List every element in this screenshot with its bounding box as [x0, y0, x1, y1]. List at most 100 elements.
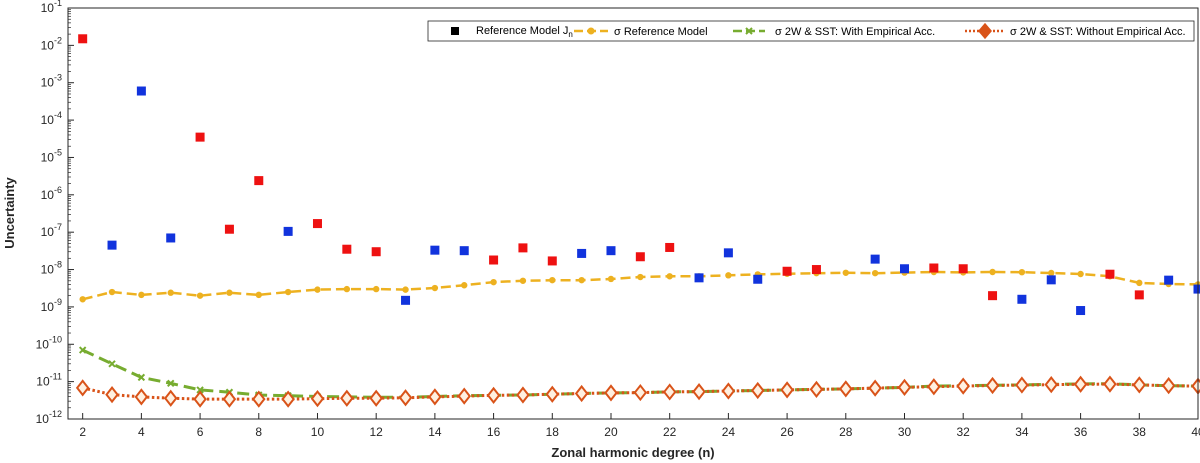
- sigma-reference-point: [871, 269, 879, 277]
- reference-model-point: [136, 86, 146, 96]
- sigma-reference-point: [549, 276, 556, 284]
- y-axis-title: Uncertainty: [2, 176, 17, 248]
- sigma-reference-point: [79, 296, 86, 303]
- legend-with-empirical-label: σ 2W & SST: With Empirical Acc.: [775, 26, 935, 38]
- reference-model-point: [723, 248, 733, 258]
- without-empirical-point: [721, 382, 736, 400]
- reference-model-point: [811, 265, 821, 275]
- x-axis: 246810121416182022242628303234363840: [79, 413, 1200, 439]
- reference-model-point: [694, 273, 704, 283]
- legend-reference-model-subscript: n: [568, 30, 572, 39]
- reference-model-point: [459, 246, 469, 256]
- sigma-reference-point: [490, 278, 497, 286]
- sigma-reference-point: [372, 285, 380, 293]
- without-empirical-point: [457, 387, 472, 405]
- reference-model-point: [78, 34, 88, 44]
- legend: Reference Model Jn σ Reference Model σ 2…: [427, 20, 1195, 42]
- reference-model-point: [1134, 290, 1144, 300]
- sigma-reference-point: [226, 289, 233, 296]
- without-empirical-point: [340, 389, 354, 407]
- x-tick-label-32: 32: [957, 425, 971, 439]
- without-empirical-point: [163, 389, 178, 407]
- reference-model-point: [929, 263, 939, 273]
- sigma-reference-point: [1048, 269, 1055, 277]
- sigma-reference-point: [725, 272, 732, 279]
- x-tick-label-4: 4: [138, 425, 145, 439]
- x-axis-title: Zonal harmonic degree (n): [551, 445, 714, 460]
- reference-model-point: [1076, 306, 1086, 316]
- y-tick-label--6: 10-6: [41, 185, 62, 202]
- without-empirical-point: [369, 389, 383, 407]
- with-empirical-point: [78, 346, 87, 354]
- x-tick-label-20: 20: [604, 425, 618, 439]
- sigma-reference-point: [461, 282, 468, 289]
- y-tick-label--11: 10-11: [36, 372, 62, 389]
- reference-model-point: [518, 243, 528, 253]
- without-empirical-point: [281, 390, 295, 408]
- reference-model-point: [166, 233, 176, 243]
- without-empirical-point: [985, 376, 1000, 395]
- legend-with-empirical-marker: [745, 27, 753, 35]
- x-tick-label-12: 12: [370, 425, 384, 439]
- reference-model-points: [78, 34, 1200, 316]
- y-axis: 10-12 10-11 10-10 10-9 10-8 10-7 10-6 10-5 10-4 1…: [36, 0, 74, 426]
- reference-model-point: [489, 255, 499, 265]
- x-tick-label-8: 8: [255, 425, 262, 439]
- without-empirical-point: [428, 388, 442, 406]
- with-empirical-point: [108, 360, 116, 368]
- reference-model-point: [195, 132, 205, 142]
- sigma-reference-point: [842, 269, 849, 276]
- legend-sigma-reference-label: σ Reference Model: [614, 26, 708, 38]
- sigma-reference-point: [255, 291, 262, 299]
- without-empirical-point: [809, 380, 824, 399]
- reference-model-point: [547, 256, 557, 266]
- legend-reference-model-marker: [451, 27, 459, 35]
- plot-frame: [67, 7, 1199, 420]
- without-empirical-point: [545, 385, 560, 403]
- reference-model-point: [1046, 275, 1056, 285]
- x-tick-label-40: 40: [1191, 425, 1200, 439]
- sigma-reference-point: [666, 273, 673, 280]
- reference-model-point: [665, 242, 675, 252]
- y-tick-label--8: 10-8: [41, 260, 62, 277]
- legend-box: [427, 20, 1195, 42]
- without-empirical-point: [398, 389, 413, 407]
- reference-model-point: [870, 254, 880, 264]
- sigma-reference-point: [138, 291, 145, 299]
- y-tick-label--5: 10-5: [41, 147, 62, 164]
- reference-model-point: [753, 274, 763, 284]
- without-empirical-point: [780, 381, 794, 399]
- without-empirical-point: [1132, 376, 1147, 394]
- x-tick-label-22: 22: [663, 425, 677, 439]
- without-empirical-point: [1015, 376, 1029, 394]
- x-tick-label-14: 14: [428, 425, 442, 439]
- x-tick-label-30: 30: [898, 425, 912, 439]
- with-empirical-point: [196, 386, 204, 394]
- without-empirical-point: [750, 381, 765, 400]
- sigma-reference-point: [314, 286, 321, 293]
- legend-without-empirical-label: σ 2W & SST: Without Empirical Acc.: [1010, 26, 1186, 38]
- without-empirical-point: [222, 390, 237, 408]
- reference-model-point: [606, 246, 616, 256]
- x-tick-label-16: 16: [487, 425, 501, 439]
- legend-without-empirical-marker: [978, 22, 992, 40]
- without-empirical-point: [692, 383, 706, 401]
- x-tick-label-36: 36: [1074, 425, 1088, 439]
- sigma-reference-point: [108, 288, 116, 296]
- without-empirical-point: [310, 390, 325, 408]
- sigma-reference-point: [578, 276, 585, 284]
- y-tick-label--10: 10-10: [36, 334, 62, 351]
- y-tick-label--12: 10-12: [36, 409, 62, 426]
- without-empirical-point: [105, 385, 119, 404]
- legend-reference-model-label: Reference Model Jn: [476, 25, 573, 39]
- without-empirical-point: [252, 390, 266, 408]
- x-tick-label-34: 34: [1015, 425, 1029, 439]
- x-tick-label-28: 28: [839, 425, 853, 439]
- reference-model-point: [107, 240, 117, 250]
- reference-model-point: [312, 219, 322, 229]
- reference-model-point: [899, 264, 909, 274]
- reference-model-point: [958, 264, 968, 274]
- x-tick-label-24: 24: [722, 425, 736, 439]
- without-empirical-point: [516, 386, 530, 404]
